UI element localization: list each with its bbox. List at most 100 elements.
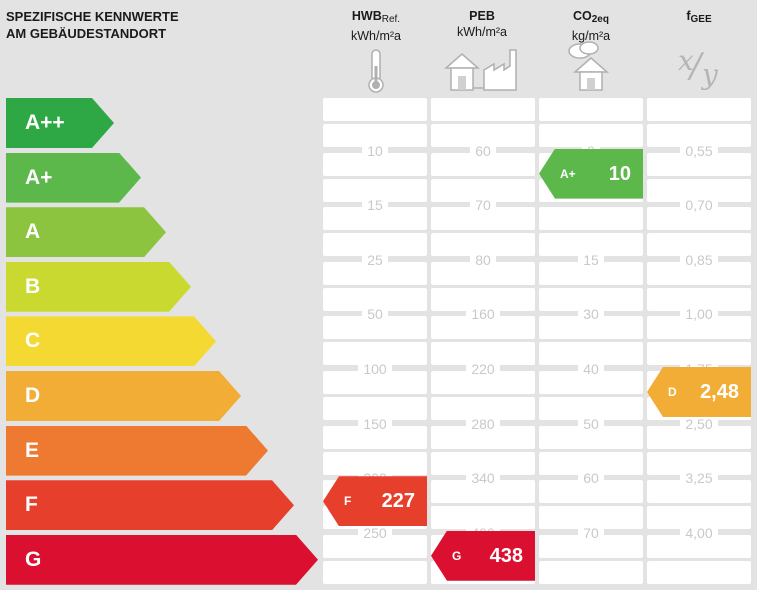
- scale-cell: [323, 451, 427, 475]
- house-factory-icon: [444, 49, 517, 91]
- threshold-tick: 0,55: [647, 142, 751, 159]
- threshold-tick: 220: [431, 361, 535, 377]
- scale-cell: [431, 207, 535, 231]
- scale-cell: [323, 287, 427, 311]
- scale-cell: [323, 233, 427, 257]
- threshold-tick: 40: [539, 361, 643, 377]
- scale-cell: [431, 397, 535, 420]
- scale-cell: [647, 233, 751, 257]
- scale-cell: [431, 316, 535, 340]
- scale-cell: [431, 480, 535, 504]
- scale-cell: [647, 98, 751, 121]
- scale-cell: [539, 261, 643, 285]
- hwb-name: HWB: [351, 9, 382, 23]
- rating-class: G: [452, 548, 462, 563]
- class-bar: G: [6, 534, 318, 585]
- threshold-tick: 60: [431, 142, 535, 159]
- rating-marker-peb: G 438: [431, 530, 535, 581]
- scale-cell: [647, 451, 751, 475]
- rating-marker-co2: A+ 10: [539, 148, 643, 199]
- fgee-name: f: [686, 9, 691, 23]
- threshold-tick: 30: [539, 306, 643, 323]
- hwb-sub: Ref.: [381, 14, 401, 25]
- scale-cell: [647, 480, 751, 504]
- scale-cell: [431, 287, 535, 311]
- column-header-hwb: HWBRef. kWh/m²a: [330, 8, 422, 44]
- scale-cell: [539, 371, 643, 394]
- peb-name: PEB: [469, 9, 495, 23]
- scale-cell: [323, 178, 427, 202]
- scale-cell: [647, 124, 751, 147]
- class-bar: D: [6, 371, 241, 421]
- threshold-tick: 280: [431, 415, 535, 432]
- threshold-tick: 250: [323, 524, 427, 541]
- scale-cell: [539, 451, 643, 475]
- class-bar-label: E: [25, 438, 40, 462]
- scale-cell: [539, 560, 643, 584]
- class-bar: A++: [6, 98, 114, 148]
- threshold-tick: 2,50: [647, 415, 751, 432]
- scale-cell: [647, 152, 751, 176]
- threshold-tick: 150: [323, 415, 427, 432]
- scale-cell: [431, 425, 535, 449]
- scale-cell: [647, 316, 751, 340]
- scale-cell: [323, 207, 427, 231]
- scale-cell: [431, 124, 535, 147]
- scale-cell: [323, 397, 427, 420]
- threshold-tick: 0,70: [647, 197, 751, 214]
- threshold-tick: 70: [539, 524, 643, 541]
- rating-value: 227: [381, 490, 415, 513]
- column-header-co2: CO2eq kg/m²a: [545, 8, 637, 44]
- scale-cell: [323, 124, 427, 147]
- page-title: SPEZIFISCHE KENNWERTE AM GEBÄUDESTANDORT: [6, 8, 179, 42]
- scale-cell: [431, 506, 535, 530]
- rating-marker-fgee: D 2,48: [647, 367, 751, 417]
- scale-cell: [539, 480, 643, 504]
- scale-cell: [431, 233, 535, 257]
- scale-cell: [323, 560, 427, 584]
- scale-cell: [323, 261, 427, 285]
- scale-cell: [647, 506, 751, 530]
- house-cloud-icon: [568, 41, 609, 91]
- scale-cell: [539, 124, 643, 147]
- class-bar-label: D: [25, 384, 41, 407]
- threshold-tick: 10: [323, 142, 427, 159]
- threshold-tick: 25: [323, 251, 427, 268]
- scale-cell: [647, 261, 751, 285]
- rating-marker-hwb: F 227: [323, 476, 427, 527]
- scale-cell: [431, 98, 535, 121]
- scale-cell: [647, 342, 751, 366]
- scale-cell: [431, 451, 535, 475]
- fgee-sub: GEE: [690, 14, 712, 25]
- class-bar-label: A: [25, 220, 41, 244]
- threshold-tick: 1,00: [647, 306, 751, 323]
- rating-class: F: [344, 494, 352, 509]
- scale-cell: [539, 534, 643, 558]
- scale-cell: [323, 534, 427, 558]
- scale-cell: [323, 152, 427, 176]
- threshold-tick: 3,25: [647, 470, 751, 487]
- threshold-tick: 4,00: [647, 524, 751, 541]
- scale-cell: [539, 233, 643, 257]
- scale-cell: [539, 316, 643, 340]
- scale-cell: [539, 425, 643, 449]
- scale-cell: [323, 98, 427, 121]
- column-header-peb: PEB kWh/m²a: [436, 8, 528, 40]
- scale-cell: [431, 342, 535, 366]
- scale-cell: [431, 178, 535, 202]
- thermometer-icon: [368, 49, 384, 93]
- threshold-tick: 50: [539, 415, 643, 432]
- scale-cell: [431, 371, 535, 394]
- scale-cell: [539, 287, 643, 311]
- fraction-x: x: [678, 44, 694, 77]
- rating-class: A+: [560, 166, 576, 181]
- threshold-tick: 15: [323, 197, 427, 214]
- scale-cell: [539, 397, 643, 420]
- scale-cell: [323, 425, 427, 449]
- class-bar-label: A+: [25, 165, 53, 189]
- scale-cell: [431, 261, 535, 285]
- scale-cell: [539, 506, 643, 530]
- scale-cell: [539, 98, 643, 121]
- class-bar: A+: [6, 152, 141, 203]
- threshold-tick: 0,85: [647, 251, 751, 268]
